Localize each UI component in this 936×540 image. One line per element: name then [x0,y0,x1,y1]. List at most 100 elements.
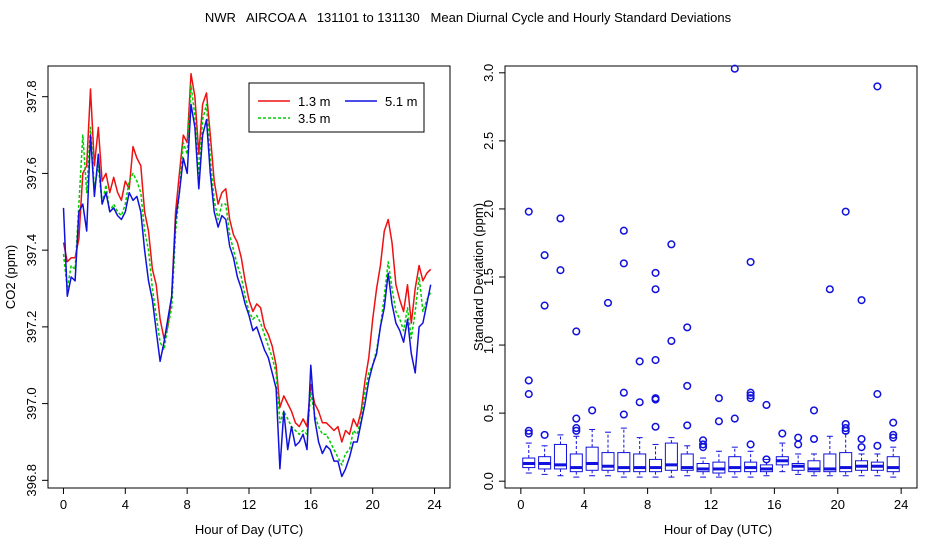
left-y-tick-label: 397.8 [24,80,39,113]
right-plot-frame [504,65,918,489]
right-x-axis: 0 4 8 12 16 20 24 [517,488,908,512]
series-line-1-3-m [62,72,432,443]
outlier-point [651,394,660,403]
left-x-tick-label: 8 [184,497,191,512]
outlier-point [572,327,581,336]
outlier-point [873,441,882,450]
outlier-point [841,207,850,216]
legend-label-5-1m: 5.1 m [385,94,418,109]
boxplot-hour [649,268,663,478]
boxplot-hour [522,207,536,474]
outlier-point [699,440,708,449]
right-y-tick-label: 0.5 [481,404,496,422]
boxplot-hour [601,298,615,477]
outlier-point [572,426,581,435]
boxplot-hour [870,82,884,477]
left-y-label: CO2 (ppm) [3,245,18,309]
iqr-box [553,443,567,470]
left-series-lines [62,72,432,478]
iqr-box [649,458,663,473]
outlier-point [762,455,771,464]
outlier-point [619,410,628,419]
outlier-point [889,418,898,427]
left-y-axis: 396.8 397.0 397.2 397.4 397.6 397.8 [24,80,48,497]
outlier-point [651,268,660,277]
boxplot-hour [744,257,758,478]
boxplot-hour [775,429,789,473]
boxplot-hour [855,296,869,477]
outlier-point [857,434,866,444]
outlier-point [556,214,565,223]
boxplot-hour [696,436,710,478]
outlier-point [619,259,628,268]
iqr-box [807,460,821,473]
left-y-tick-label: 397.6 [24,157,39,190]
boxplot-hour [538,251,552,475]
outlier-point [524,376,533,385]
boxplot-hour [839,207,853,477]
boxplot-hour [759,400,773,477]
outlier-point [825,285,834,294]
outlier-point [651,355,660,365]
outlier-point [841,424,850,433]
left-y-tick-label: 396.8 [24,464,39,497]
left-x-tick-label: 24 [427,497,441,512]
boxplot-hour [585,406,599,477]
outlier-point [524,390,533,399]
right-y-axis: 0.0 0.5 1.0 1.5 2.0 2.5 3.0 [481,64,505,490]
boxplot-hour [791,433,805,475]
left-x-label: Hour of Day (UTC) [195,522,303,537]
boxplot-hour [728,64,742,478]
left-y-tick-label: 397.2 [24,311,39,344]
outlier-point [556,266,565,275]
boxplot-hour [664,240,678,478]
outlier-point [540,301,549,310]
right-y-tick-label: 1.0 [481,336,496,354]
outlier-point [524,429,533,438]
outlier-point [889,433,898,442]
right-x-tick-label: 16 [767,497,781,512]
outlier-point [857,296,866,305]
outlier-point [635,398,644,407]
right-y-label: Standard Deviation (ppm) [471,203,486,351]
outlier-point [794,433,803,442]
boxplot-hour [886,418,900,478]
right-x-tick-label: 24 [894,497,908,512]
outlier-point [809,434,819,444]
outlier-point [841,419,850,429]
right-x-tick-label: 12 [704,497,718,512]
left-y-tick-label: 397.0 [24,387,39,420]
outlier-point [746,440,755,449]
right-y-tick-label: 2.0 [481,200,496,218]
outlier-point [683,381,692,390]
outlier-point [857,443,866,452]
right-x-tick-label: 0 [517,497,524,512]
std-dev-panel: 0 4 8 12 16 20 24 0.0 0.5 1.0 1.5 2.0 2.5 3.0 Hour o… [471,64,918,537]
outlier-point [540,251,549,260]
left-x-tick-label: 4 [122,497,129,512]
legend-box [248,82,425,133]
left-x-tick-label: 0 [60,497,67,512]
right-y-tick-label: 3.0 [481,64,496,82]
outlier-point [572,424,581,433]
outlier-point [873,390,882,399]
outlier-point [651,422,660,431]
outlier-point [572,414,581,423]
outlier-point [730,414,739,423]
boxplot-hour [712,394,726,478]
boxplot-hour [807,406,821,477]
boxplots [522,64,900,478]
right-y-tick-label: 2.5 [481,132,496,150]
left-y-tick-label: 397.4 [24,234,39,267]
right-x-tick-label: 20 [831,497,845,512]
outlier-point [683,421,692,430]
outlier-point [588,406,597,415]
right-x-tick-label: 4 [581,497,588,512]
left-x-tick-label: 12 [242,497,256,512]
outlier-point [603,298,613,307]
boxplot-hour [823,285,837,477]
outlier-point [746,394,755,403]
right-y-tick-label: 0.0 [481,472,496,490]
iqr-box [728,456,742,473]
